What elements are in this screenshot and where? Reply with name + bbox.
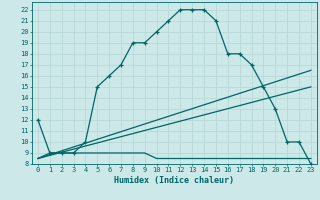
- X-axis label: Humidex (Indice chaleur): Humidex (Indice chaleur): [115, 176, 234, 185]
